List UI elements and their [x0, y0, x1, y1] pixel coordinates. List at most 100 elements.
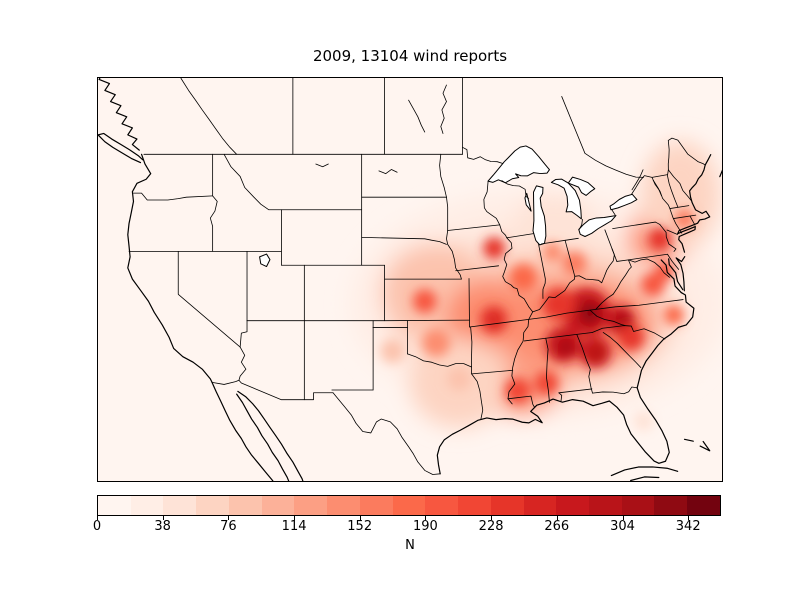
border-10 [441, 85, 447, 133]
border-37 [448, 225, 500, 231]
border-55 [603, 332, 641, 367]
border-64 [533, 249, 615, 312]
colorbar-segment-2 [163, 496, 197, 515]
density-halo-layer [349, 140, 722, 428]
border-11 [409, 100, 425, 132]
colorbar-segment-9 [392, 496, 426, 515]
coast-4 [237, 394, 293, 481]
density-core-20 [422, 328, 451, 357]
density-core-28 [447, 366, 472, 391]
border-42 [408, 354, 472, 367]
border-40 [470, 319, 529, 327]
border-36 [446, 231, 461, 280]
border-19 [239, 347, 246, 380]
border-54 [592, 326, 665, 339]
colorbar-segment-5 [261, 496, 295, 515]
border-58 [593, 387, 638, 394]
density-core-12 [483, 237, 506, 260]
colorbar-tickmark-76 [228, 516, 230, 520]
colorbar-tickmark-304 [622, 516, 624, 520]
coast-10 [678, 165, 710, 252]
border-52 [546, 338, 550, 402]
border-14 [133, 193, 212, 200]
border-68 [667, 254, 678, 269]
colorbar-ticklabel-304: 304 [610, 519, 635, 534]
border-16 [210, 196, 217, 251]
density-core-19 [534, 371, 559, 396]
coast-17 [631, 477, 659, 481]
colorbar-segment-18 [687, 496, 720, 515]
border-50 [508, 312, 533, 404]
border-34 [440, 154, 447, 197]
colorbar-segment-14 [556, 496, 590, 515]
density-core-21 [380, 339, 405, 364]
coast-13 [705, 155, 711, 165]
border-4 [668, 138, 705, 170]
colorbar-tickmark-38 [162, 516, 164, 520]
lake-2 [551, 179, 581, 219]
colorbar-segment-13 [523, 496, 557, 515]
border-66 [628, 259, 669, 277]
coast-2 [98, 133, 143, 162]
border-63 [613, 260, 631, 294]
border-81 [673, 215, 695, 218]
border-69 [613, 222, 660, 229]
coast-1 [98, 78, 139, 150]
border-60 [529, 300, 683, 320]
border-82 [670, 206, 689, 209]
colorbar-tickmark-266 [556, 516, 558, 520]
us-wind-report-density-map [98, 78, 722, 481]
border-41 [471, 327, 472, 374]
border-35 [446, 197, 447, 230]
density-core-25 [674, 209, 695, 230]
border-32 [362, 237, 447, 244]
colorbar-tickmark-114 [294, 516, 296, 520]
border-86 [579, 219, 582, 229]
density-core-6 [588, 345, 605, 362]
coast-3 [212, 382, 284, 481]
colorbar-ticklabel-76: 76 [220, 519, 237, 534]
border-13 [333, 393, 440, 475]
coast-16 [611, 467, 677, 476]
border-77 [484, 182, 533, 312]
density-core-17 [618, 324, 645, 351]
border-74 [539, 244, 546, 298]
density-halo-9 [640, 140, 721, 251]
density-core-13 [509, 263, 538, 292]
density-core-4 [557, 337, 576, 356]
border-67 [628, 254, 667, 260]
coast-8 [669, 259, 683, 290]
density-core-14 [542, 288, 575, 321]
colorbar-ticklabel-228: 228 [478, 519, 504, 534]
coast-9 [676, 257, 685, 291]
lake-5 [610, 194, 637, 209]
border-90 [653, 180, 661, 195]
border-12 [212, 380, 333, 399]
colorbar-segment-17 [654, 496, 688, 515]
border-89 [379, 169, 397, 173]
density-core-26 [654, 261, 675, 282]
border-48 [472, 374, 483, 419]
colorbar-segment-6 [294, 496, 328, 515]
border-84 [668, 175, 678, 208]
border-75 [541, 238, 578, 244]
coast-6 [437, 293, 694, 474]
border-38 [456, 266, 499, 271]
border-9 [562, 96, 644, 177]
coast-14 [685, 439, 694, 441]
coast-15 [700, 441, 710, 450]
border-57 [559, 389, 592, 393]
border-1 [463, 147, 503, 163]
colorbar-tickmark-152 [359, 516, 361, 520]
border-88 [316, 164, 329, 167]
coast-0 [128, 154, 212, 382]
colorbar-ticklabel-190: 190 [412, 519, 438, 534]
border-53 [524, 332, 592, 340]
colorbar-segment-11 [458, 496, 491, 515]
colorbar [97, 495, 721, 516]
density-core-22 [663, 305, 684, 325]
lake-3 [568, 177, 595, 195]
border-3 [632, 170, 643, 190]
map-frame [97, 77, 723, 482]
